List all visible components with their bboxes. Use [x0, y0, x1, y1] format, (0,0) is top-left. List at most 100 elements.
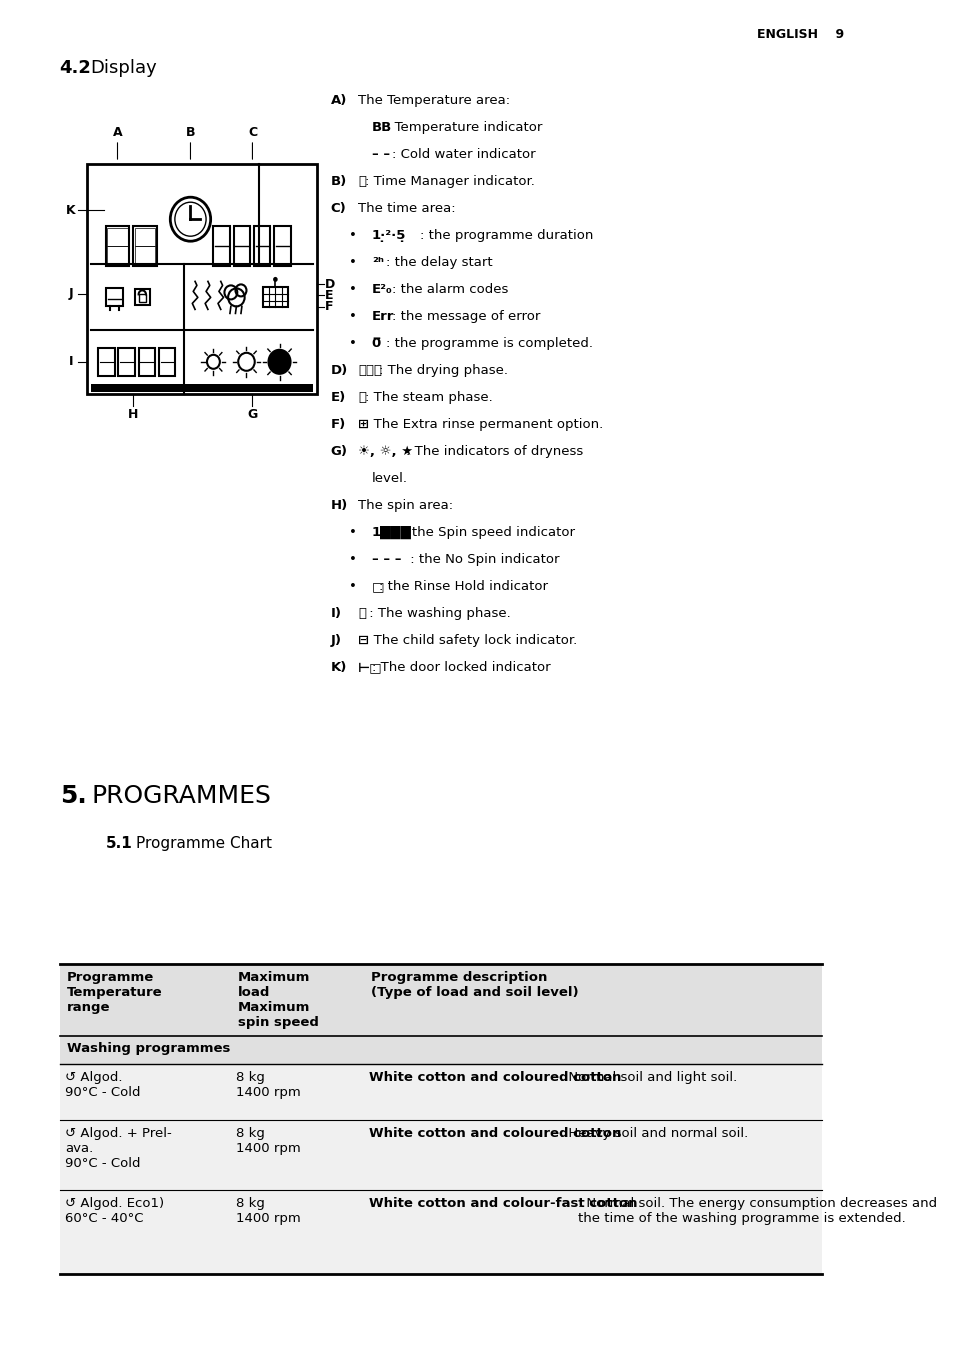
Text: level.: level.: [372, 473, 407, 485]
Text: H): H): [330, 500, 347, 512]
Text: The spin area:: The spin area:: [357, 500, 453, 512]
Text: : The washing phase.: : The washing phase.: [364, 607, 510, 620]
Text: ENGLISH    9: ENGLISH 9: [757, 28, 843, 41]
Text: White cotton and colour-fast cotton: White cotton and colour-fast cotton: [369, 1197, 637, 1210]
Text: •: •: [349, 552, 356, 566]
Text: I): I): [330, 607, 341, 620]
Text: 5.1: 5.1: [106, 835, 132, 852]
Text: – – –: – – –: [372, 552, 401, 566]
Text: •: •: [349, 229, 356, 242]
Circle shape: [273, 278, 277, 282]
Text: G): G): [330, 445, 347, 458]
Text: The time area:: The time area:: [357, 202, 456, 215]
Text: . Heavy soil and normal soil.: . Heavy soil and normal soil.: [559, 1127, 747, 1140]
Text: □: □: [372, 580, 384, 593]
Bar: [134, 290, 150, 306]
Text: •: •: [349, 337, 356, 349]
Text: ⌹: ⌹: [357, 607, 366, 620]
Bar: [60, 1190, 821, 1274]
Text: Programme
Temperature
range: Programme Temperature range: [67, 971, 162, 1014]
Text: White cotton and coloured cotton: White cotton and coloured cotton: [369, 1071, 620, 1085]
Bar: [133, 226, 157, 267]
Text: 0̅: 0̅: [372, 337, 380, 349]
Bar: [108, 227, 128, 246]
Text: ⊢□: ⊢□: [357, 661, 382, 674]
Bar: [60, 1064, 821, 1120]
Text: White cotton and coloured cotton: White cotton and coloured cotton: [369, 1127, 620, 1140]
Text: C: C: [248, 126, 256, 138]
Text: A: A: [112, 126, 122, 138]
Text: : Temperature indicator: : Temperature indicator: [385, 121, 541, 134]
Bar: [262, 287, 288, 307]
Text: Ⓞ: Ⓞ: [357, 175, 366, 188]
Text: ↺ Algod. + Prel-
ava.
90°C - Cold: ↺ Algod. + Prel- ava. 90°C - Cold: [65, 1127, 172, 1170]
Bar: [87, 164, 316, 394]
Text: Display: Display: [90, 60, 156, 77]
Text: : The child safety lock indicator.: : The child safety lock indicator.: [364, 634, 577, 647]
Text: •: •: [349, 283, 356, 297]
Text: : The indicators of dryness: : The indicators of dryness: [406, 445, 583, 458]
Text: F): F): [330, 418, 345, 431]
Text: E: E: [325, 288, 334, 302]
Text: The Temperature area:: The Temperature area:: [357, 93, 510, 107]
Text: I: I: [69, 355, 72, 368]
Text: : the Spin speed indicator: : the Spin speed indicator: [399, 525, 575, 539]
Text: F: F: [325, 301, 334, 313]
Bar: [107, 288, 123, 306]
Text: •: •: [349, 580, 356, 593]
Bar: [91, 385, 313, 393]
Text: : the No Spin indicator: : the No Spin indicator: [406, 552, 559, 566]
Bar: [106, 226, 130, 267]
Text: ⧶⧶⧶: ⧶⧶⧶: [357, 364, 381, 376]
Text: K: K: [66, 203, 75, 217]
Text: 5.: 5.: [60, 784, 87, 808]
Text: •: •: [349, 310, 356, 324]
Text: : the delay start: : the delay start: [385, 256, 492, 269]
Text: : the alarm codes: : the alarm codes: [392, 283, 508, 297]
Text: 1·̣²·5̣: 1·̣²·5̣: [372, 229, 406, 242]
Bar: [138, 294, 146, 302]
Text: : the programme duration: : the programme duration: [419, 229, 593, 242]
Bar: [60, 1036, 821, 1064]
Text: Maximum
load
Maximum
spin speed: Maximum load Maximum spin speed: [237, 971, 318, 1029]
Text: ⛈: ⛈: [357, 391, 366, 403]
Text: D: D: [324, 278, 335, 291]
Bar: [108, 246, 128, 264]
Text: 8 kg
1400 rpm: 8 kg 1400 rpm: [235, 1127, 300, 1155]
Text: B: B: [186, 126, 195, 138]
Text: ☀, ☼, ★: ☀, ☼, ★: [357, 445, 413, 458]
Text: Washing programmes: Washing programmes: [67, 1043, 230, 1055]
Text: : The Extra rinse permanent option.: : The Extra rinse permanent option.: [364, 418, 602, 431]
Text: ↺ Algod.
90°C - Cold: ↺ Algod. 90°C - Cold: [65, 1071, 140, 1099]
Text: C): C): [330, 202, 346, 215]
Text: ⊟: ⊟: [357, 634, 369, 647]
Text: A): A): [330, 93, 347, 107]
Bar: [274, 226, 291, 267]
Text: E): E): [330, 391, 345, 403]
Text: : The door locked indicator: : The door locked indicator: [372, 661, 550, 674]
Text: PROGRAMMES: PROGRAMMES: [91, 784, 272, 808]
Bar: [118, 348, 134, 376]
Text: : Cold water indicator: : Cold water indicator: [392, 148, 536, 161]
Text: . Normal soil and light soil.: . Normal soil and light soil.: [559, 1071, 737, 1085]
Text: Err: Err: [372, 310, 394, 324]
Text: 4.2: 4.2: [60, 60, 91, 77]
Text: . Normal soil. The energy consumption decreases and the time of the washing prog: . Normal soil. The energy consumption de…: [578, 1197, 936, 1225]
Text: ²ʰ: ²ʰ: [372, 256, 383, 269]
Bar: [60, 964, 821, 1036]
Bar: [60, 1120, 821, 1190]
Text: •: •: [349, 256, 356, 269]
Text: E²₀: E²₀: [372, 283, 392, 297]
Text: •: •: [349, 525, 356, 539]
Text: D): D): [330, 364, 347, 376]
Text: : the programme is completed.: : the programme is completed.: [385, 337, 592, 349]
Text: B): B): [330, 175, 346, 188]
Bar: [253, 226, 270, 267]
Text: H: H: [128, 408, 138, 421]
Bar: [134, 227, 155, 246]
Text: 1███: 1███: [372, 525, 411, 539]
Text: J): J): [330, 634, 341, 647]
Text: 8 kg
1400 rpm: 8 kg 1400 rpm: [235, 1197, 300, 1225]
Bar: [213, 226, 230, 267]
Bar: [134, 246, 155, 264]
